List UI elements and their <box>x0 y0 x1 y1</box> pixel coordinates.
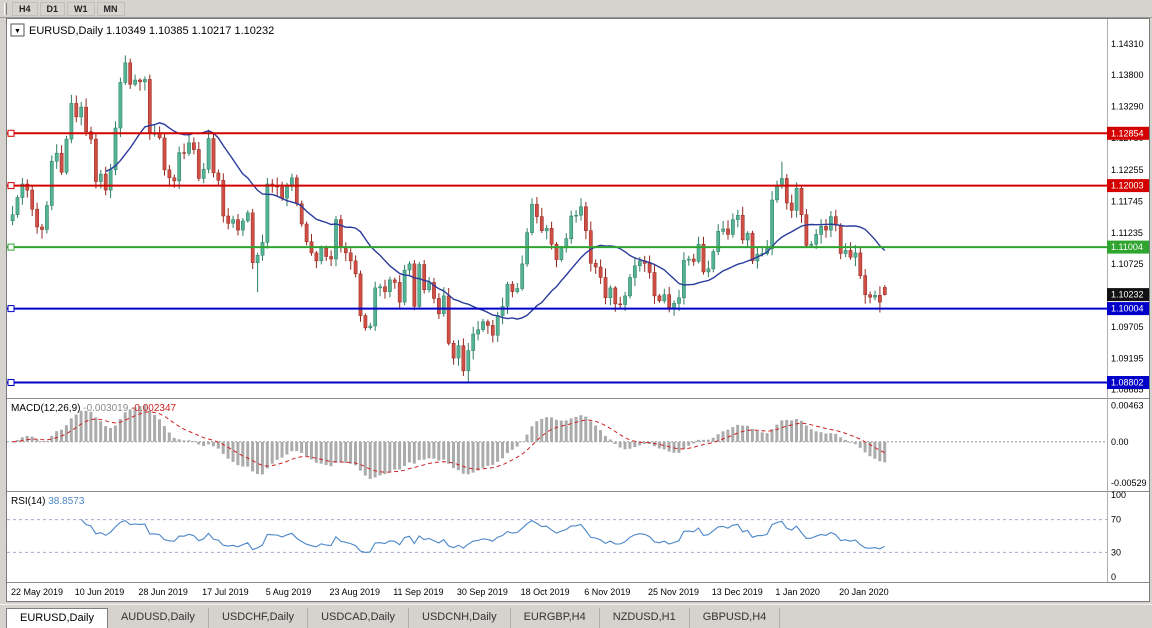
price-tag-1.12003[interactable]: 1.12003 <box>1107 179 1150 193</box>
svg-text:1.12003: 1.12003 <box>1111 181 1144 191</box>
macd-label: MACD(12,26,9) -0.003019 -0.002347 <box>11 403 177 414</box>
hline-handle-icon[interactable] <box>7 129 15 137</box>
date-axis-label: 20 Jan 2020 <box>839 587 889 597</box>
hline-1.10004[interactable] <box>7 305 1107 313</box>
rsi-axis-label: 30 <box>1111 547 1121 557</box>
timeframe-button-w1[interactable]: W1 <box>67 1 95 16</box>
tab-audusd-daily[interactable]: AUDUSD,Daily <box>107 608 209 628</box>
tab-eurusd-daily[interactable]: EURUSD,Daily <box>6 608 108 628</box>
current-price-tag: 1.10232 <box>1107 288 1149 302</box>
date-axis-label: 13 Dec 2019 <box>712 587 763 597</box>
tab-nzdusd-h1[interactable]: NZDUSD,H1 <box>599 608 690 628</box>
price-axis-label: 1.12255 <box>1111 165 1144 175</box>
macd-axis-label: 0.00463 <box>1111 401 1144 411</box>
svg-text:1.12854: 1.12854 <box>1111 128 1144 138</box>
date-axis-label: 22 May 2019 <box>11 587 63 597</box>
svg-text:▼: ▼ <box>14 28 21 35</box>
chart-ohlc-text: EURUSD,Daily 1.10349 1.10385 1.10217 1.1… <box>29 25 274 37</box>
rsi-label: RSI(14) 38.8573 <box>11 496 85 507</box>
timeframe-toolbar: H4 D1 W1 MN <box>0 0 1152 18</box>
price-axis-label: 1.13290 <box>1111 101 1144 111</box>
price-axis-label: 1.10725 <box>1111 259 1144 269</box>
hline-1.08802[interactable] <box>7 379 1107 386</box>
symbol-dropdown-icon[interactable] <box>10 23 25 37</box>
timeframe-button-group: H4 D1 W1 MN <box>12 1 125 16</box>
svg-text:1.08802: 1.08802 <box>1111 378 1144 388</box>
rsi-axis-label: 100 <box>1111 490 1126 500</box>
price-tag-1.11004[interactable]: 1.11004 <box>1107 240 1150 254</box>
svg-text:1.10232: 1.10232 <box>1111 290 1144 300</box>
tab-usdcad-daily[interactable]: USDCAD,Daily <box>308 608 410 628</box>
chart-background[interactable] <box>7 19 1150 602</box>
rsi-axis-label: 0 <box>1111 572 1116 582</box>
rsi-line <box>80 518 885 553</box>
price-tag-1.12854[interactable]: 1.12854 <box>1107 126 1150 140</box>
date-axis-label: 1 Jan 2020 <box>775 587 820 597</box>
date-axis-label: 11 Sep 2019 <box>393 587 443 597</box>
tab-eurgbp-h4[interactable]: EURGBP,H4 <box>510 608 600 628</box>
price-axis-label: 1.11745 <box>1111 197 1143 207</box>
rsi-axis-label: 70 <box>1111 515 1121 525</box>
price-axis-label: 1.08685 <box>1111 385 1144 395</box>
svg-text:1.11004: 1.11004 <box>1111 242 1143 252</box>
tab-gbpusd-h4[interactable]: GBPUSD,H4 <box>689 608 781 628</box>
toolbar-drag-handle[interactable] <box>4 2 7 15</box>
date-axis-label: 18 Oct 2019 <box>521 587 570 597</box>
hline-handle-icon[interactable] <box>7 243 15 251</box>
hline-handle-icon[interactable] <box>7 379 15 386</box>
date-axis-label: 23 Aug 2019 <box>330 587 381 597</box>
date-axis-label: 30 Sep 2019 <box>457 587 508 597</box>
date-axis-label: 10 Jun 2019 <box>75 587 125 597</box>
date-axis-label: 28 Jun 2019 <box>138 587 188 597</box>
hline-handle-icon[interactable] <box>7 305 15 313</box>
macd-axis-label: 0.00 <box>1111 437 1129 447</box>
price-axis-label: 1.09705 <box>1111 322 1144 332</box>
price-axis-label: 1.13800 <box>1111 70 1144 80</box>
date-axis-label: 17 Jul 2019 <box>202 587 249 597</box>
ma-line <box>105 122 886 320</box>
hline-1.11004[interactable] <box>7 243 1107 251</box>
date-axis-label: 25 Nov 2019 <box>648 587 699 597</box>
price-tag-1.08802[interactable]: 1.08802 <box>1107 376 1150 389</box>
date-axis-label: 5 Aug 2019 <box>266 587 312 597</box>
svg-text:1.10004: 1.10004 <box>1111 304 1144 314</box>
timeframe-button-mn[interactable]: MN <box>96 1 125 16</box>
macd-axis-label: -0.00529 <box>1111 478 1147 488</box>
price-axis-label: 1.09195 <box>1111 353 1144 363</box>
chart-tab-bar: EURUSD,Daily AUDUSD,Daily USDCHF,Daily USDC… <box>0 604 1152 628</box>
timeframe-button-h4[interactable]: H4 <box>12 1 38 16</box>
candles <box>10 55 887 383</box>
macd-histogram <box>11 405 887 479</box>
date-axis-label: 6 Nov 2019 <box>584 587 630 597</box>
price-axis-label: 1.14310 <box>1111 39 1144 49</box>
tab-usdchf-daily[interactable]: USDCHF,Daily <box>208 608 309 628</box>
chart-title: ▼ EURUSD,Daily 1.10349 1.10385 1.10217 1.… <box>10 23 274 37</box>
chart-area: 1.143101.138001.132901.127801.122551.117… <box>0 18 1152 604</box>
hline-handle-icon[interactable] <box>7 182 15 190</box>
price-chart-canvas[interactable]: 1.143101.138001.132901.127801.122551.117… <box>6 18 1150 602</box>
price-tag-1.10004[interactable]: 1.10004 <box>1107 302 1150 316</box>
tab-usdcnh-daily[interactable]: USDCNH,Daily <box>409 608 511 628</box>
price-axis-label: 1.11235 <box>1111 228 1143 238</box>
hline-1.12003[interactable] <box>7 182 1107 190</box>
hline-1.12854[interactable] <box>7 129 1107 137</box>
timeframe-button-d1[interactable]: D1 <box>39 1 66 16</box>
